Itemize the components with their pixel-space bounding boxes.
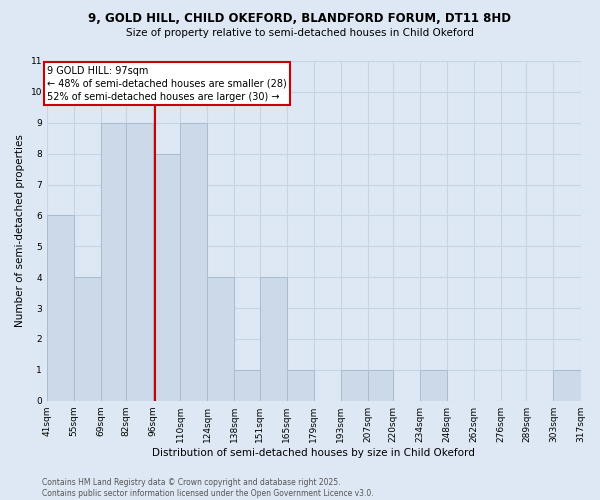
Bar — [208, 277, 235, 400]
X-axis label: Distribution of semi-detached houses by size in Child Okeford: Distribution of semi-detached houses by … — [152, 448, 475, 458]
Bar — [553, 370, 581, 400]
Bar — [101, 123, 126, 400]
Bar — [260, 277, 287, 400]
Bar — [153, 154, 181, 400]
Bar — [235, 370, 260, 400]
Text: Contains HM Land Registry data © Crown copyright and database right 2025.
Contai: Contains HM Land Registry data © Crown c… — [42, 478, 374, 498]
Text: Size of property relative to semi-detached houses in Child Okeford: Size of property relative to semi-detach… — [126, 28, 474, 38]
Bar — [341, 370, 368, 400]
Bar — [126, 123, 153, 400]
Bar — [47, 216, 74, 400]
Text: 9, GOLD HILL, CHILD OKEFORD, BLANDFORD FORUM, DT11 8HD: 9, GOLD HILL, CHILD OKEFORD, BLANDFORD F… — [89, 12, 511, 26]
Text: 9 GOLD HILL: 97sqm
← 48% of semi-detached houses are smaller (28)
52% of semi-de: 9 GOLD HILL: 97sqm ← 48% of semi-detache… — [47, 66, 287, 102]
Bar — [74, 277, 101, 400]
Bar — [181, 123, 208, 400]
Bar — [287, 370, 314, 400]
Bar — [420, 370, 447, 400]
Bar — [368, 370, 393, 400]
Y-axis label: Number of semi-detached properties: Number of semi-detached properties — [15, 134, 25, 328]
